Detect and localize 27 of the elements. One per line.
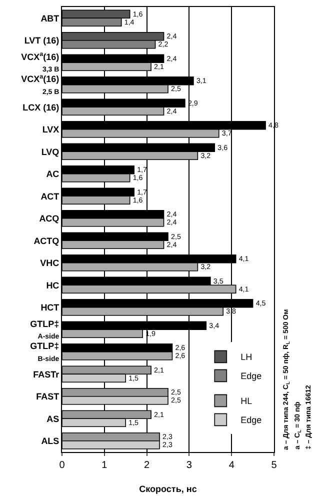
y-tick-label: FAST — [36, 392, 60, 402]
y-tick-label: VHC — [40, 258, 60, 268]
x-tick-label: 4 — [228, 460, 235, 471]
y-tick-label: LVQ — [41, 146, 60, 157]
x-tick-label: 1 — [102, 460, 108, 471]
legend-label: Edge — [240, 415, 262, 426]
x-axis-title: Скорость, нс — [139, 484, 197, 494]
y-tick-label: HCT — [40, 302, 60, 313]
x-tick-label: 0 — [59, 460, 66, 471]
y-tick-label: LVX — [42, 124, 60, 135]
x-tick-label: 5 — [271, 460, 278, 471]
x-tick-label: 2 — [144, 460, 150, 471]
y-tick-label: ACTQ — [34, 236, 60, 246]
legend-label: HL — [240, 396, 252, 406]
legend-label: LH — [240, 352, 252, 362]
y-tick-label: AS — [46, 414, 60, 424]
y-tick-label: FASTr — [33, 369, 60, 380]
y-tick-label: ALS — [41, 436, 60, 446]
y-tick-label: LCX (16) — [22, 102, 60, 112]
y-tick-label: AC — [46, 169, 60, 180]
y-tick-label: ACQ — [39, 214, 60, 224]
x-tick-label: 3 — [186, 460, 192, 471]
y-tick-label: ABT — [40, 13, 60, 24]
y-tick-label: HC — [46, 280, 60, 290]
legend-label: Edge — [240, 371, 262, 382]
y-tick-label: ACT — [40, 191, 60, 202]
y-tick-label: LVT (16) — [24, 36, 60, 46]
